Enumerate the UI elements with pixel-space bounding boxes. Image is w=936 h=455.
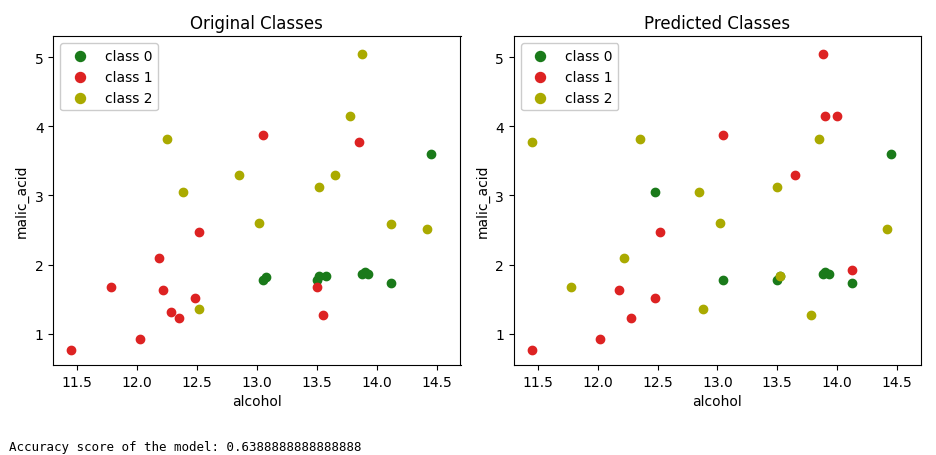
class 0	[815, 271, 830, 278]
class 0	[648, 189, 663, 196]
class 0	[818, 269, 833, 276]
class 0	[358, 269, 373, 276]
class 0	[821, 271, 836, 278]
class 2	[563, 284, 578, 291]
class 1	[716, 132, 731, 140]
X-axis label: alcohol: alcohol	[232, 394, 282, 408]
class 0	[309, 277, 324, 284]
class 1	[163, 309, 178, 316]
class 0	[769, 277, 784, 284]
class 1	[788, 172, 803, 179]
class 1	[592, 335, 607, 343]
class 0	[312, 273, 327, 280]
class 2	[252, 220, 267, 227]
class 0	[772, 273, 787, 280]
class 1	[524, 347, 539, 354]
class 2	[231, 172, 246, 179]
class 2	[803, 312, 818, 319]
class 1	[818, 113, 833, 120]
class 2	[880, 225, 895, 233]
class 2	[695, 305, 710, 313]
class 1	[132, 335, 147, 343]
class 0	[360, 271, 375, 278]
class 1	[652, 229, 667, 236]
class 2	[175, 189, 190, 196]
class 1	[64, 347, 79, 354]
class 0	[844, 280, 859, 287]
class 2	[524, 139, 539, 147]
Y-axis label: malic_acid: malic_acid	[15, 164, 29, 238]
class 1	[171, 315, 186, 323]
class 2	[632, 136, 647, 143]
Legend: class 0, class 1, class 2: class 0, class 1, class 2	[60, 44, 158, 111]
class 0	[256, 277, 271, 284]
Legend: class 0, class 1, class 2: class 0, class 1, class 2	[520, 44, 619, 111]
class 0	[355, 271, 370, 278]
class 0	[259, 274, 274, 281]
Y-axis label: malic_acid: malic_acid	[475, 164, 490, 238]
class 2	[769, 184, 784, 191]
class 0	[884, 151, 899, 158]
class 2	[384, 221, 399, 228]
class 1	[315, 312, 330, 319]
class 0	[716, 277, 731, 284]
class 2	[712, 220, 727, 227]
class 2	[67, 74, 82, 81]
class 2	[192, 305, 207, 313]
X-axis label: alcohol: alcohol	[693, 394, 742, 408]
class 2	[617, 254, 632, 262]
class 1	[351, 139, 366, 147]
class 1	[844, 267, 859, 274]
class 1	[156, 287, 171, 294]
Text: Accuracy score of the model: 0.6388888888888888: Accuracy score of the model: 0.638888888…	[9, 440, 362, 453]
class 1	[192, 229, 207, 236]
class 2	[419, 225, 434, 233]
class 2	[343, 113, 358, 120]
class 0	[384, 280, 399, 287]
class 1	[612, 287, 627, 294]
class 2	[692, 189, 707, 196]
class 1	[648, 294, 663, 302]
Title: Predicted Classes: Predicted Classes	[644, 15, 791, 33]
class 1	[829, 113, 844, 120]
class 2	[812, 136, 826, 143]
class 1	[103, 284, 118, 291]
class 1	[623, 315, 638, 323]
class 2	[159, 136, 174, 143]
class 2	[328, 172, 343, 179]
Title: Original Classes: Original Classes	[190, 15, 323, 33]
class 0	[423, 151, 438, 158]
class 2	[355, 51, 370, 58]
class 0	[319, 273, 334, 280]
class 1	[256, 132, 271, 140]
class 1	[815, 51, 830, 58]
class 2	[312, 184, 327, 191]
class 1	[152, 254, 167, 262]
class 1	[187, 294, 202, 302]
class 2	[772, 273, 787, 280]
class 1	[309, 284, 324, 291]
